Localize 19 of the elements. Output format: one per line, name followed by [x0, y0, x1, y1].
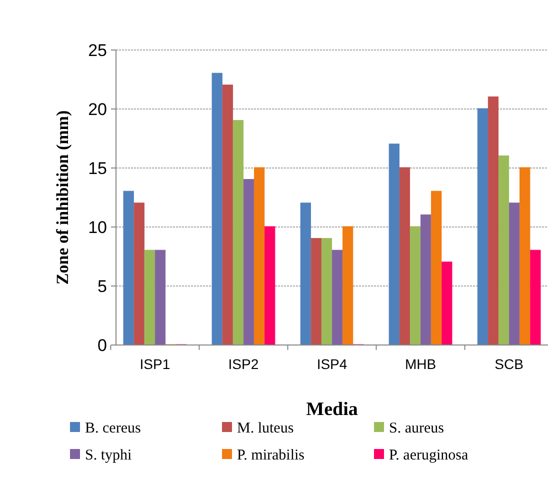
legend-label: P. mirabilis: [237, 447, 305, 464]
x-axis-title: Media: [306, 399, 358, 420]
x-tick-label: MHB: [404, 356, 436, 372]
legend-label: B. cereus: [85, 420, 141, 436]
legend-label: S. aureus: [389, 420, 444, 436]
y-tick-label: 0: [98, 336, 107, 355]
x-tick-label: ISP4: [316, 356, 348, 372]
y-tick-label: 20: [88, 100, 107, 119]
x-tick-label: ISP1: [140, 356, 170, 372]
y-tick-label: 15: [88, 158, 107, 178]
legend-label: M. luteus: [237, 420, 294, 436]
y-tick-label: 25: [88, 40, 107, 60]
x-tick-label: ISP2: [228, 356, 259, 372]
x-tick-label: SCB: [494, 356, 524, 372]
legend-label: S. typhi: [85, 447, 132, 464]
y-tick-label: 5: [98, 276, 107, 296]
y-tick-label: 10: [88, 218, 107, 237]
legend-label: P. aeruginosa: [389, 447, 468, 464]
y-axis-title: Zone of inhibition (mm): [53, 110, 72, 285]
